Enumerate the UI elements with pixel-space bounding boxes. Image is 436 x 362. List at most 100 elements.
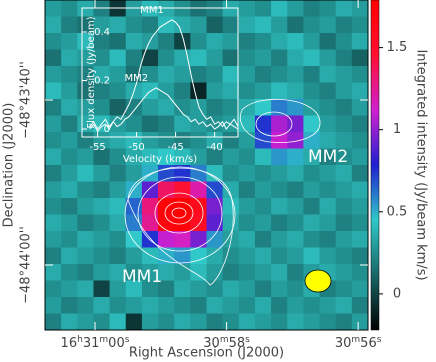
pixel xyxy=(287,132,304,149)
pixel xyxy=(319,99,337,116)
pixel xyxy=(271,0,288,17)
pixel xyxy=(141,280,159,298)
pixel xyxy=(174,33,191,50)
pixel xyxy=(190,264,207,281)
pixel xyxy=(351,280,369,298)
pixel xyxy=(351,115,369,133)
pixel xyxy=(206,280,224,298)
pixel xyxy=(238,66,256,83)
pixel xyxy=(125,297,143,314)
pixel xyxy=(287,99,304,116)
contour xyxy=(137,176,223,252)
pixel xyxy=(206,33,224,50)
pixel xyxy=(287,148,304,166)
pixel xyxy=(109,148,127,166)
pixel xyxy=(174,181,191,199)
pixel xyxy=(141,181,159,199)
pixel xyxy=(77,132,94,149)
pixel xyxy=(271,264,288,281)
pixel xyxy=(287,0,304,17)
pixel xyxy=(222,198,240,215)
pixel xyxy=(271,297,288,314)
pixel xyxy=(125,49,143,67)
pixel xyxy=(61,165,78,182)
pixel xyxy=(271,49,288,67)
pixel xyxy=(109,181,127,199)
pixel xyxy=(93,181,111,199)
pixel xyxy=(335,264,353,281)
pixel xyxy=(287,198,304,215)
pixel xyxy=(271,33,288,50)
pixel xyxy=(190,247,207,265)
pixel xyxy=(61,115,78,133)
pixel xyxy=(206,181,224,199)
pixel xyxy=(61,99,78,116)
pixel xyxy=(45,231,62,248)
pixel xyxy=(190,66,207,83)
pixel xyxy=(238,148,256,166)
pixel xyxy=(61,148,78,166)
x-tick-label: 30m56s xyxy=(335,335,382,351)
pixel xyxy=(158,49,175,67)
pixel xyxy=(206,297,224,314)
pixel xyxy=(93,33,111,50)
pixel xyxy=(77,49,94,67)
spectrum xyxy=(89,87,239,133)
contour xyxy=(154,192,204,234)
pixel xyxy=(303,313,321,331)
pixel xyxy=(109,214,127,232)
pixel xyxy=(125,165,143,182)
pixel xyxy=(158,198,175,215)
pixel xyxy=(190,165,207,182)
pixel xyxy=(109,165,127,182)
pixel xyxy=(222,297,240,314)
pixel xyxy=(254,297,272,314)
pixel xyxy=(125,280,143,298)
pixel xyxy=(109,115,127,133)
pixel xyxy=(174,99,191,116)
pixel xyxy=(174,231,191,248)
pixel xyxy=(77,33,94,50)
pixel xyxy=(141,66,159,83)
pixel xyxy=(303,0,321,17)
pixel xyxy=(141,264,159,281)
pixel xyxy=(351,181,369,199)
pixel xyxy=(287,66,304,83)
pixel xyxy=(287,231,304,248)
pixel xyxy=(287,280,304,298)
pixel xyxy=(109,313,127,331)
pixel xyxy=(222,66,240,83)
pixel xyxy=(93,82,111,100)
pixel xyxy=(335,247,353,265)
pixel xyxy=(109,99,127,116)
pixel xyxy=(45,49,62,67)
pixel xyxy=(238,49,256,67)
pixel xyxy=(271,99,288,116)
pixel xyxy=(45,99,62,116)
pixel xyxy=(287,264,304,281)
y-axis-title: Declination (J2000) xyxy=(2,103,17,228)
pixel xyxy=(141,16,159,34)
pixel xyxy=(254,49,272,67)
pixel xyxy=(222,280,240,298)
pixel xyxy=(254,33,272,50)
pixel xyxy=(190,16,207,34)
pixel xyxy=(109,16,127,34)
pixel xyxy=(77,99,94,116)
pixel xyxy=(303,247,321,265)
pixel xyxy=(158,33,175,50)
pixel xyxy=(190,49,207,67)
pixel xyxy=(206,264,224,281)
pixel xyxy=(190,181,207,199)
pixel xyxy=(287,115,304,133)
pixel xyxy=(351,99,369,116)
pixel xyxy=(335,66,353,83)
pixel xyxy=(174,132,191,149)
pixel xyxy=(335,280,353,298)
pixel xyxy=(206,132,224,149)
pixel xyxy=(174,214,191,232)
pixel xyxy=(206,99,224,116)
pixel xyxy=(125,313,143,331)
pixel xyxy=(303,181,321,199)
pixel xyxy=(303,33,321,50)
